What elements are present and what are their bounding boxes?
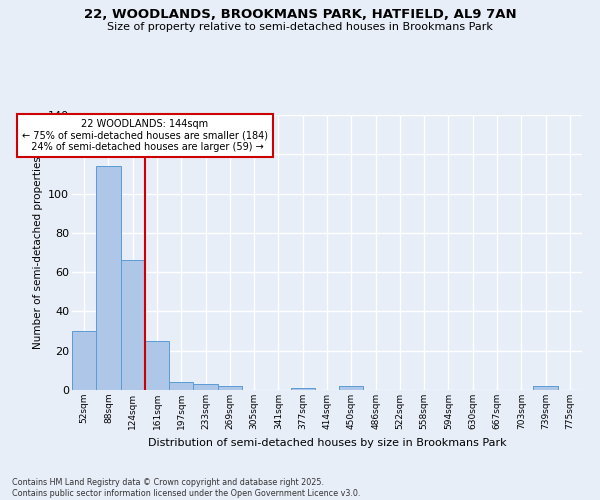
Bar [339, 386, 364, 390]
Bar [145, 341, 169, 390]
Bar [218, 386, 242, 390]
Bar [96, 166, 121, 390]
Text: Contains HM Land Registry data © Crown copyright and database right 2025.
Contai: Contains HM Land Registry data © Crown c… [12, 478, 361, 498]
Bar [290, 388, 315, 390]
Bar [193, 384, 218, 390]
Text: Distribution of semi-detached houses by size in Brookmans Park: Distribution of semi-detached houses by … [148, 438, 506, 448]
Y-axis label: Number of semi-detached properties: Number of semi-detached properties [32, 156, 43, 349]
Text: Size of property relative to semi-detached houses in Brookmans Park: Size of property relative to semi-detach… [107, 22, 493, 32]
Bar [72, 331, 96, 390]
Text: 22 WOODLANDS: 144sqm
← 75% of semi-detached houses are smaller (184)
  24% of se: 22 WOODLANDS: 144sqm ← 75% of semi-detac… [22, 119, 268, 152]
Text: 22, WOODLANDS, BROOKMANS PARK, HATFIELD, AL9 7AN: 22, WOODLANDS, BROOKMANS PARK, HATFIELD,… [83, 8, 517, 20]
Bar [121, 260, 145, 390]
Bar [169, 382, 193, 390]
Bar [533, 386, 558, 390]
